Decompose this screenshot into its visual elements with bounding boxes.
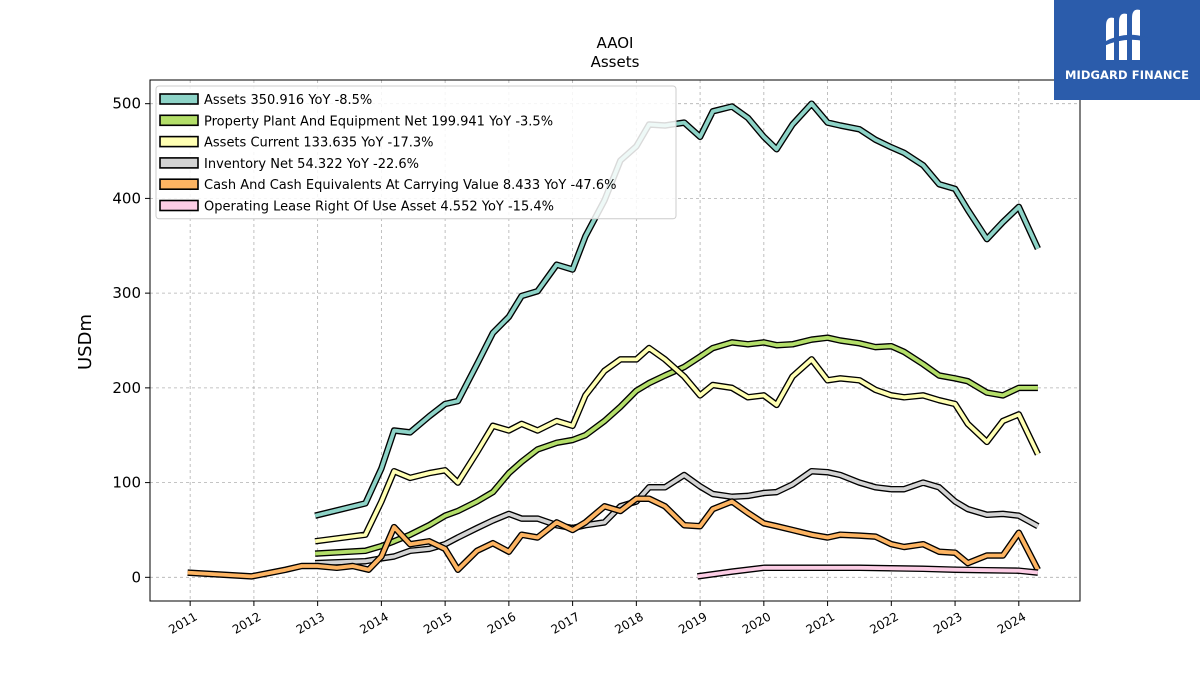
x-tick-label: 2022 <box>867 609 900 636</box>
y-tick-label: 100 <box>112 474 141 492</box>
legend-label-1: Property Plant And Equipment Net 199.941… <box>204 114 553 129</box>
x-tick-label: 2013 <box>294 609 327 636</box>
chart-title: AAOI <box>597 34 634 52</box>
y-tick-label: 500 <box>112 95 141 113</box>
x-tick-label: 2017 <box>549 609 582 636</box>
series-lines <box>187 100 1041 580</box>
legend: Assets 350.916 YoY -8.5% Property Plant A… <box>155 85 677 220</box>
legend-swatch-2 <box>159 135 199 148</box>
series-line-5 <box>697 565 1039 579</box>
series-line-1 <box>314 335 1038 556</box>
legend-label-0: Assets 350.916 YoY -8.5% <box>204 93 372 108</box>
chart-subtitle: Assets <box>591 53 640 71</box>
series-line-4 <box>187 496 1040 579</box>
legend-label-4: Cash And Cash Equivalents At Carrying Va… <box>204 178 616 193</box>
x-tick-label: 2015 <box>421 609 454 636</box>
legend-label-5: Operating Lease Right Of Use Asset 4.552… <box>204 200 554 215</box>
x-tick-label: 2014 <box>357 609 390 636</box>
legend-swatch-1 <box>159 114 199 127</box>
series-outline-2 <box>314 344 1041 545</box>
y-tick-label: 300 <box>112 284 141 302</box>
series-line-0 <box>314 101 1040 518</box>
x-tick-label: 2018 <box>612 609 645 636</box>
legend-swatch-4 <box>159 178 199 190</box>
brand-logo: MIDGARD FINANCE <box>1054 0 1200 100</box>
brand-name: MIDGARD FINANCE <box>1064 68 1190 82</box>
y-tick-label: 0 <box>131 568 141 586</box>
x-tick-label: 2024 <box>995 609 1028 636</box>
legend-swatch-5 <box>159 199 199 212</box>
legend-swatch-3 <box>159 157 199 169</box>
x-tick-label: 2011 <box>166 609 199 636</box>
x-tick-label: 2012 <box>230 609 263 636</box>
legend-box <box>155 85 677 220</box>
y-tick-label: 400 <box>112 189 141 207</box>
x-tick-label: 2019 <box>676 609 709 636</box>
brand-mark-icon <box>1104 9 1148 60</box>
plot-frame <box>149 79 1081 602</box>
y-axis-label: USDm <box>75 314 96 370</box>
x-tick-label: 2021 <box>804 609 837 636</box>
x-tick-label: 2020 <box>740 609 773 636</box>
series-line-3 <box>315 469 1039 565</box>
legend-label-3: Inventory Net 54.322 YoY -22.6% <box>204 157 419 172</box>
legend-label-2: Assets Current 133.635 YoY -17.3% <box>204 136 434 151</box>
x-tick-label: 2016 <box>485 609 518 636</box>
y-tick-label: 200 <box>112 379 141 397</box>
legend-swatch-0 <box>159 93 199 105</box>
series-line-2 <box>314 346 1040 544</box>
x-tick-label: 2023 <box>931 609 964 636</box>
